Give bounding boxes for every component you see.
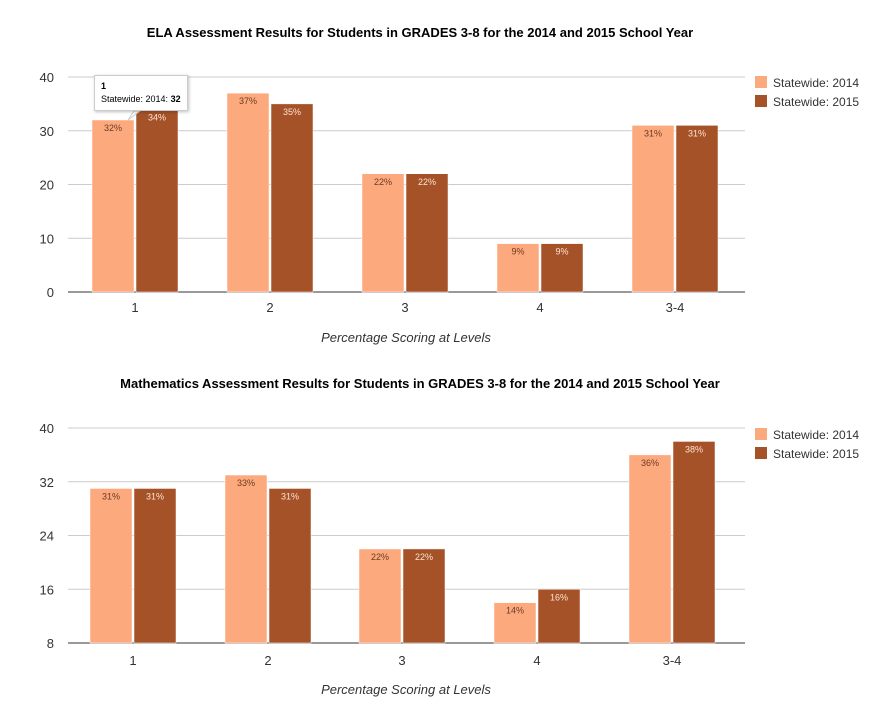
data-label: 22% bbox=[374, 177, 392, 187]
bar-2014-3-4 bbox=[631, 125, 675, 293]
data-label: 31% bbox=[281, 491, 299, 501]
bar-2014-1 bbox=[91, 119, 135, 293]
x-axis-title: Percentage Scoring at Levels bbox=[321, 682, 491, 697]
chart-tooltip: 1 Statewide: 2014: 32 bbox=[94, 75, 188, 111]
x-tick-label: 2 bbox=[264, 653, 271, 668]
bar-2014-2 bbox=[224, 474, 268, 644]
bar-2014-2 bbox=[226, 92, 270, 293]
bar-2014-3 bbox=[361, 173, 405, 293]
x-tick-label: 1 bbox=[131, 300, 138, 315]
data-label: 35% bbox=[283, 107, 301, 117]
tooltip-title: 1 bbox=[101, 81, 107, 91]
y-tick-label: 32 bbox=[40, 475, 54, 490]
data-label: 31% bbox=[644, 128, 662, 138]
bar-2015-1 bbox=[133, 488, 177, 644]
data-label: 16% bbox=[550, 592, 568, 602]
bar-2014-4 bbox=[496, 243, 540, 293]
legend-swatch-0 bbox=[755, 76, 767, 88]
bar-2014-4 bbox=[493, 602, 537, 644]
data-label: 14% bbox=[506, 606, 524, 616]
y-tick-label: 16 bbox=[40, 582, 54, 597]
legend-label: Statewide: 2014 bbox=[773, 76, 859, 90]
data-label: 22% bbox=[415, 552, 433, 562]
bar-2015-1 bbox=[135, 109, 179, 293]
x-tick-label: 4 bbox=[533, 653, 540, 668]
x-tick-label: 3-4 bbox=[663, 653, 682, 668]
x-axis-title: Percentage Scoring at Levels bbox=[321, 330, 491, 345]
bar-2014-1 bbox=[89, 488, 133, 644]
bar-2014-3-4 bbox=[628, 454, 672, 644]
data-label: 32% bbox=[104, 123, 122, 133]
x-tick-label: 3-4 bbox=[666, 300, 685, 315]
legend-label: Statewide: 2015 bbox=[773, 447, 859, 461]
bar-2015-2 bbox=[268, 488, 312, 644]
tooltip-label: Statewide: 2014: bbox=[101, 94, 171, 104]
legend-swatch-1 bbox=[755, 95, 767, 107]
x-tick-label: 3 bbox=[401, 300, 408, 315]
data-label: 31% bbox=[102, 491, 120, 501]
x-tick-label: 3 bbox=[398, 653, 405, 668]
bar-2015-4 bbox=[540, 243, 584, 293]
y-tick-label: 40 bbox=[40, 70, 54, 85]
bar-2015-3-4 bbox=[675, 125, 719, 293]
data-label: 9% bbox=[511, 247, 524, 257]
legend-swatch-1 bbox=[755, 447, 767, 459]
data-label: 37% bbox=[239, 96, 257, 106]
data-label: 34% bbox=[148, 112, 166, 122]
y-tick-label: 20 bbox=[40, 178, 54, 193]
tooltip-pointer bbox=[127, 110, 142, 121]
x-tick-label: 4 bbox=[536, 300, 543, 315]
y-tick-label: 24 bbox=[40, 529, 54, 544]
data-label: 22% bbox=[371, 552, 389, 562]
legend-label: Statewide: 2014 bbox=[773, 428, 859, 442]
tooltip-value: 32 bbox=[170, 94, 181, 104]
data-label: 36% bbox=[641, 458, 659, 468]
y-tick-label: 40 bbox=[40, 421, 54, 436]
y-tick-label: 0 bbox=[47, 285, 54, 300]
y-tick-label: 30 bbox=[40, 124, 54, 139]
x-tick-label: 2 bbox=[266, 300, 273, 315]
legend-label: Statewide: 2015 bbox=[773, 95, 859, 109]
data-label: 31% bbox=[146, 491, 164, 501]
data-label: 31% bbox=[688, 128, 706, 138]
bar-2014-3 bbox=[358, 548, 402, 644]
data-label: 33% bbox=[237, 478, 255, 488]
bar-2015-3 bbox=[405, 173, 449, 293]
data-label: 38% bbox=[685, 444, 703, 454]
data-label: 22% bbox=[418, 177, 436, 187]
y-tick-label: 8 bbox=[47, 636, 54, 651]
bar-2015-2 bbox=[270, 103, 314, 293]
chart-title-ela: ELA Assessment Results for Students in G… bbox=[147, 25, 693, 40]
y-tick-label: 10 bbox=[40, 231, 54, 246]
chart-title-math: Mathematics Assessment Results for Stude… bbox=[120, 376, 720, 391]
data-label: 9% bbox=[555, 247, 568, 257]
x-tick-label: 1 bbox=[129, 653, 136, 668]
bar-2015-3 bbox=[402, 548, 446, 644]
bar-2015-3-4 bbox=[672, 441, 716, 644]
bar-2015-4 bbox=[537, 589, 581, 644]
legend-swatch-0 bbox=[755, 428, 767, 440]
